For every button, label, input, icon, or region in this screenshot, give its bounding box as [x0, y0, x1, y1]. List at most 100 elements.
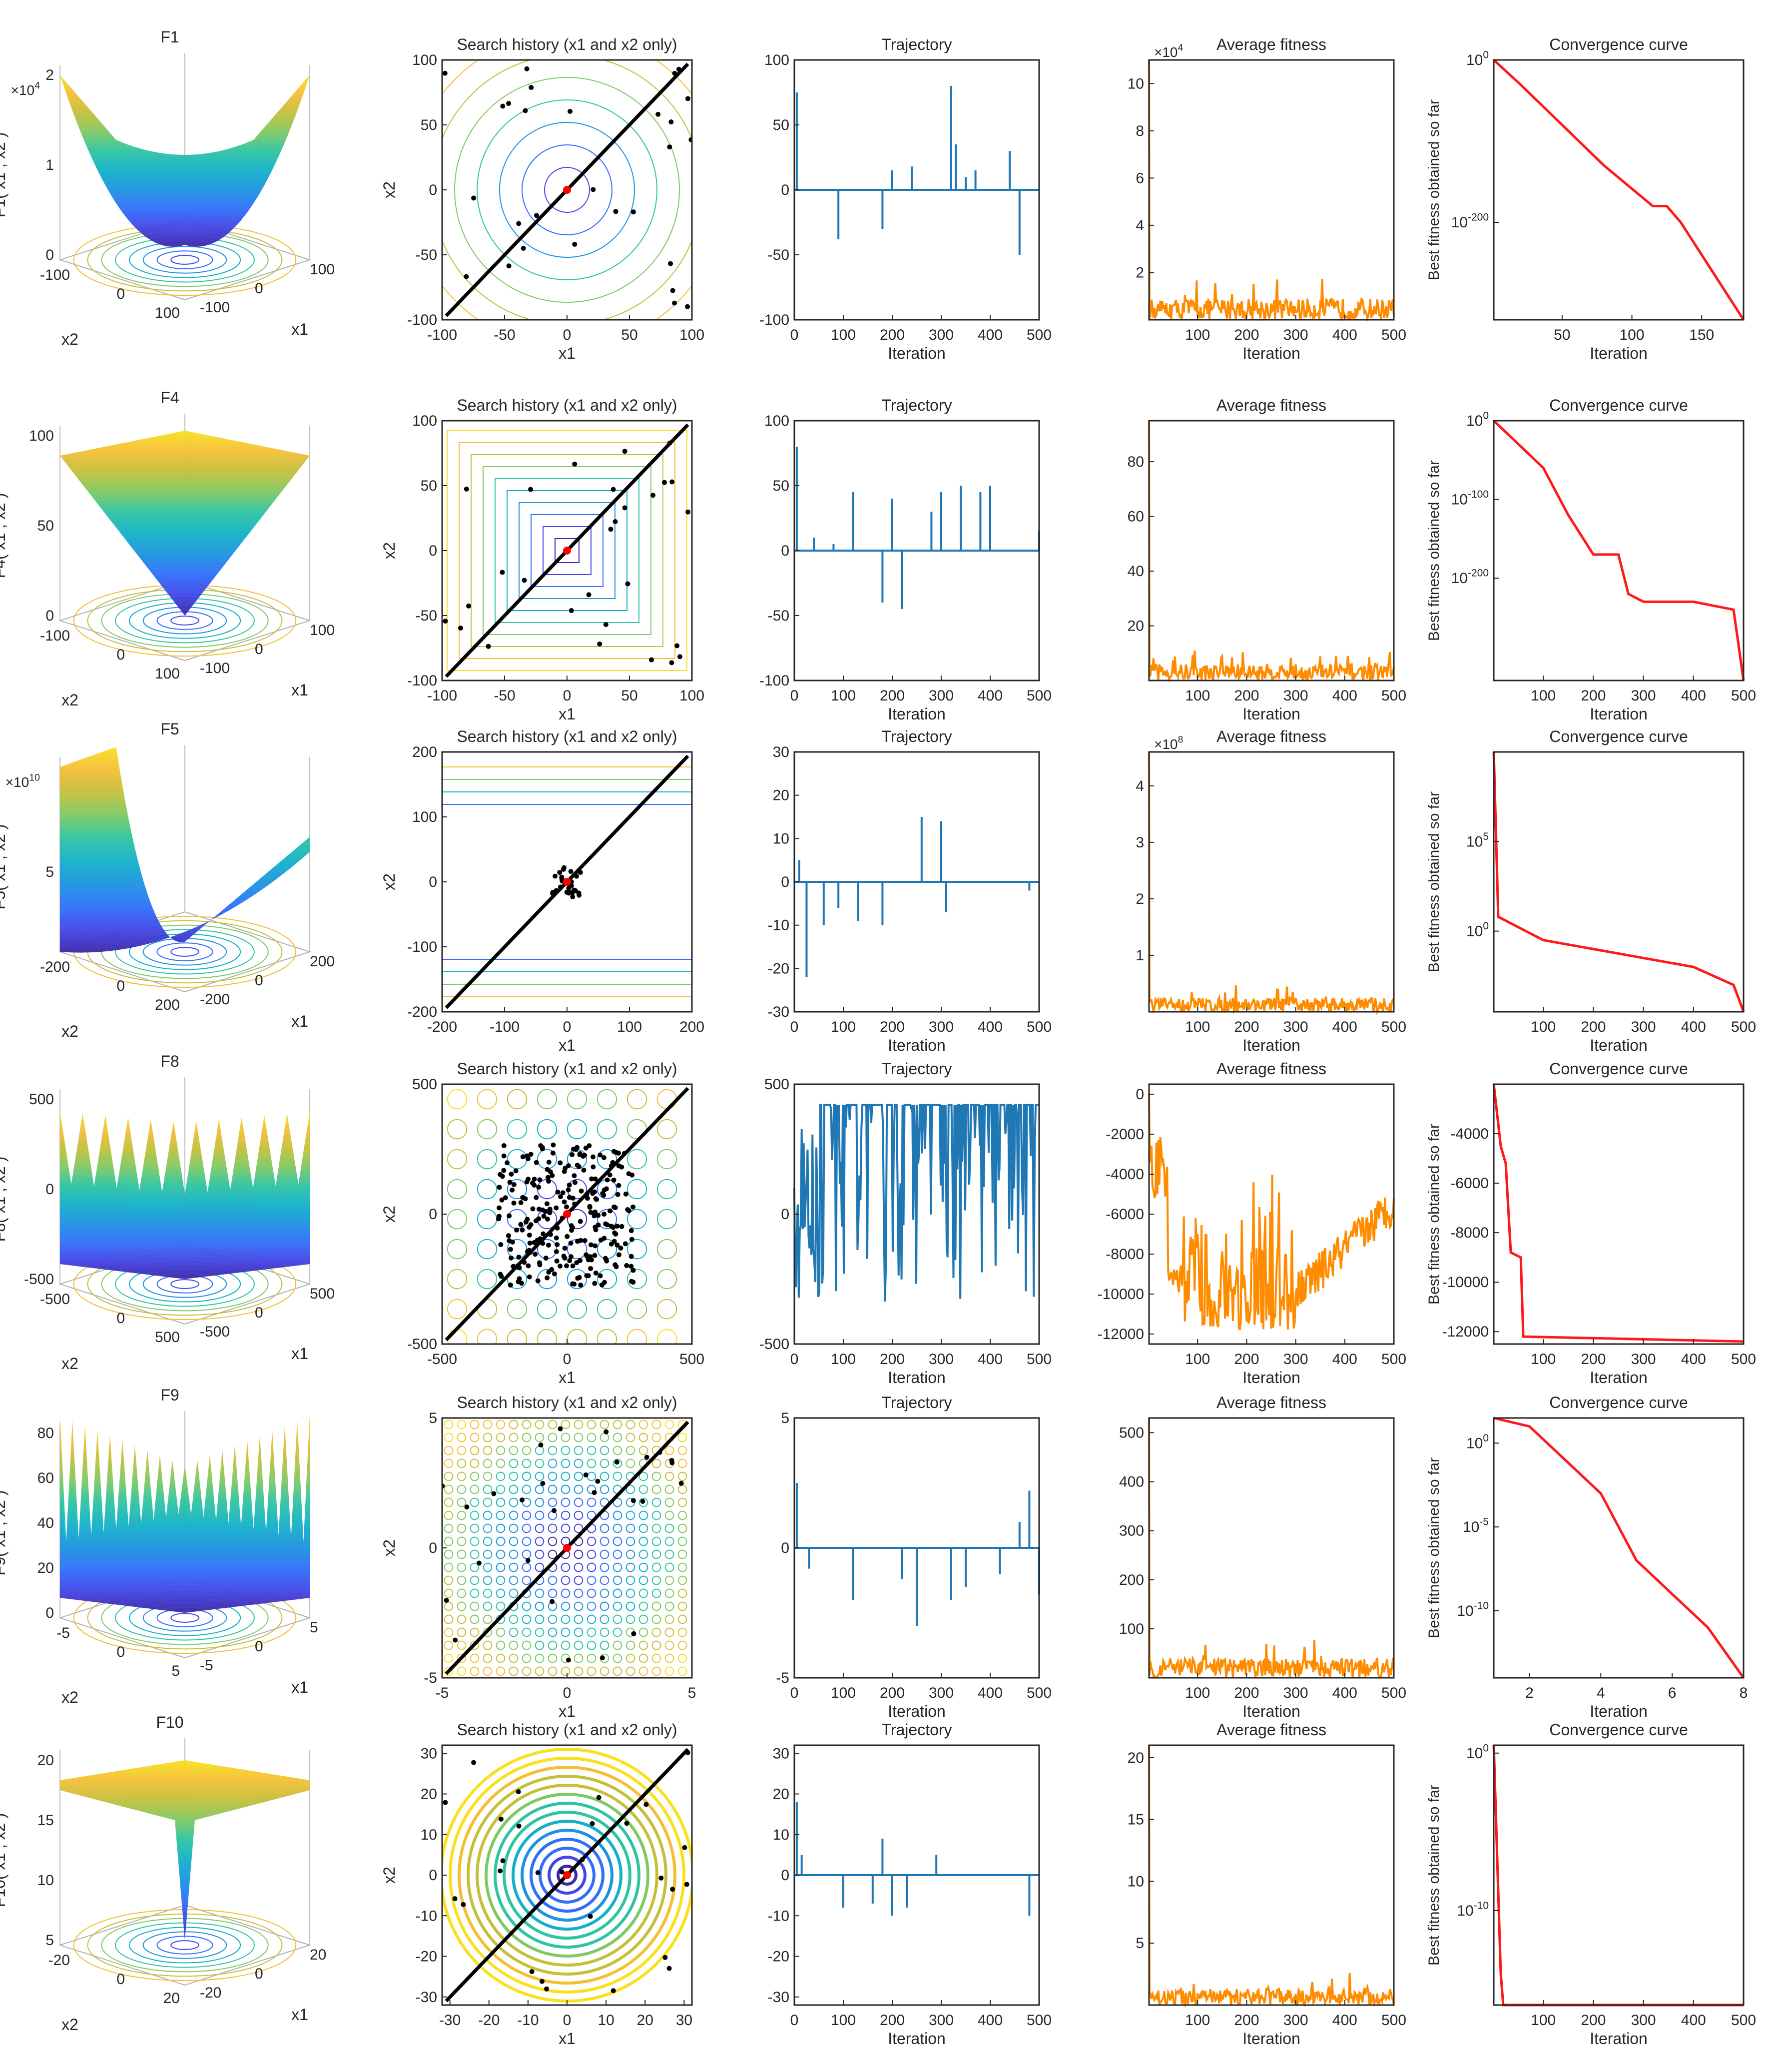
y-tick-label: -10	[768, 1908, 789, 1924]
search-point	[594, 1197, 599, 1202]
contour-line	[459, 442, 675, 659]
search-point	[571, 887, 577, 893]
contour-line	[638, 1510, 648, 1520]
search-point	[541, 1214, 547, 1219]
contour-line	[447, 1089, 468, 1110]
x-tick-label: 300	[1631, 1351, 1656, 1368]
contour-line	[522, 1562, 532, 1572]
contour-line	[677, 1614, 687, 1624]
x-tick-label: 400	[1681, 688, 1706, 704]
contour-line	[548, 1856, 587, 1895]
contour-line	[656, 1269, 677, 1290]
y-tick-label: 500	[155, 1329, 180, 1346]
search-point	[464, 1504, 470, 1510]
contour-line	[444, 1484, 454, 1494]
z-axis-label: F1( x1 , x2 )	[0, 132, 8, 218]
contour-line	[638, 1575, 648, 1585]
search-point	[508, 1282, 513, 1288]
search-point	[631, 1631, 636, 1636]
contour-line	[626, 1209, 647, 1230]
search-title: Search history (x1 and x2 only)	[457, 727, 677, 745]
x-tick-label: 5	[310, 1619, 318, 1636]
contour-line	[638, 1445, 648, 1455]
contour-line	[509, 1471, 519, 1481]
x-tick-label: -10	[517, 2012, 539, 2029]
x-tick-label: 500	[1731, 1351, 1756, 1368]
search-point	[520, 1227, 525, 1233]
contour-line	[457, 1445, 467, 1455]
z-tick-label: 2	[45, 67, 54, 83]
contour-line	[496, 1640, 506, 1650]
search-point	[622, 1241, 628, 1247]
contour-line	[522, 144, 612, 235]
search-point	[506, 1233, 511, 1239]
x-tick-label: 400	[978, 688, 1003, 704]
contour-line	[535, 1445, 545, 1455]
contour-line	[587, 1445, 596, 1455]
x-tick-label: 400	[1332, 327, 1357, 343]
search-point	[535, 1870, 541, 1876]
contour-line	[457, 1497, 467, 1507]
contour-line	[458, 1766, 676, 1985]
y-tick-label: -2000	[1106, 1126, 1144, 1143]
search-point	[625, 581, 630, 587]
search-point	[643, 1802, 649, 1807]
search-point	[666, 1966, 672, 1971]
contour-line	[656, 1179, 677, 1200]
search-point	[520, 1195, 526, 1200]
search-point	[522, 1260, 527, 1265]
contour-line	[535, 1627, 545, 1637]
y-tick-label: 0	[781, 874, 789, 890]
search-point	[616, 1252, 621, 1258]
contour-line	[587, 1432, 596, 1442]
search-point	[685, 509, 691, 515]
search-point	[616, 1150, 621, 1156]
contour-line	[496, 1601, 506, 1611]
contour-line	[447, 1239, 468, 1260]
contour-line	[626, 1089, 647, 1110]
contour-line	[457, 1640, 467, 1650]
y-tick-label: 4	[1136, 778, 1144, 794]
search-point	[510, 1239, 515, 1245]
contour-line	[664, 1445, 674, 1455]
contour-line	[522, 1627, 532, 1637]
search-point	[662, 1955, 668, 1960]
x-tick-label: -500	[200, 1324, 230, 1340]
contour-line	[496, 1458, 506, 1468]
y-tick-label: 3	[1136, 834, 1144, 851]
contour-line	[457, 1536, 467, 1546]
search-point	[612, 1262, 618, 1268]
search-point	[567, 1182, 572, 1188]
search-point	[562, 1199, 567, 1205]
contour-line	[612, 1419, 622, 1429]
contour-line	[574, 1445, 584, 1455]
contour-line	[561, 1523, 571, 1533]
x-tick-label: -5	[200, 1657, 213, 1674]
search-point	[583, 1145, 589, 1151]
search-point	[630, 1498, 636, 1503]
search-point	[557, 870, 563, 875]
z-axis-label: F5( x1 , x2 )	[0, 824, 8, 910]
contour-line	[638, 1614, 648, 1624]
contour-line	[626, 1329, 647, 1344]
x-tick-label: 0	[563, 688, 572, 704]
search-point	[610, 1160, 615, 1165]
contour-line	[535, 1458, 545, 1468]
contour-line	[638, 1601, 648, 1611]
contour-line	[470, 1627, 480, 1637]
search-point	[581, 1167, 587, 1173]
contour-line	[625, 1536, 635, 1546]
y-tick-label: -5	[776, 1670, 789, 1686]
search-point	[677, 654, 682, 660]
contour-line	[651, 1588, 661, 1598]
contour-line	[483, 1575, 493, 1585]
y-axis-label: Best fitness obtained so far	[1426, 460, 1442, 641]
contour-line	[544, 167, 590, 213]
contour-line	[574, 1549, 584, 1559]
convergence-title: Convergence curve	[1549, 35, 1688, 53]
y-tick-label: -12000	[1442, 1324, 1489, 1340]
contour-line	[535, 1497, 545, 1507]
contour-line	[548, 1419, 558, 1429]
search-point	[554, 1258, 560, 1264]
search-point	[600, 1191, 605, 1196]
